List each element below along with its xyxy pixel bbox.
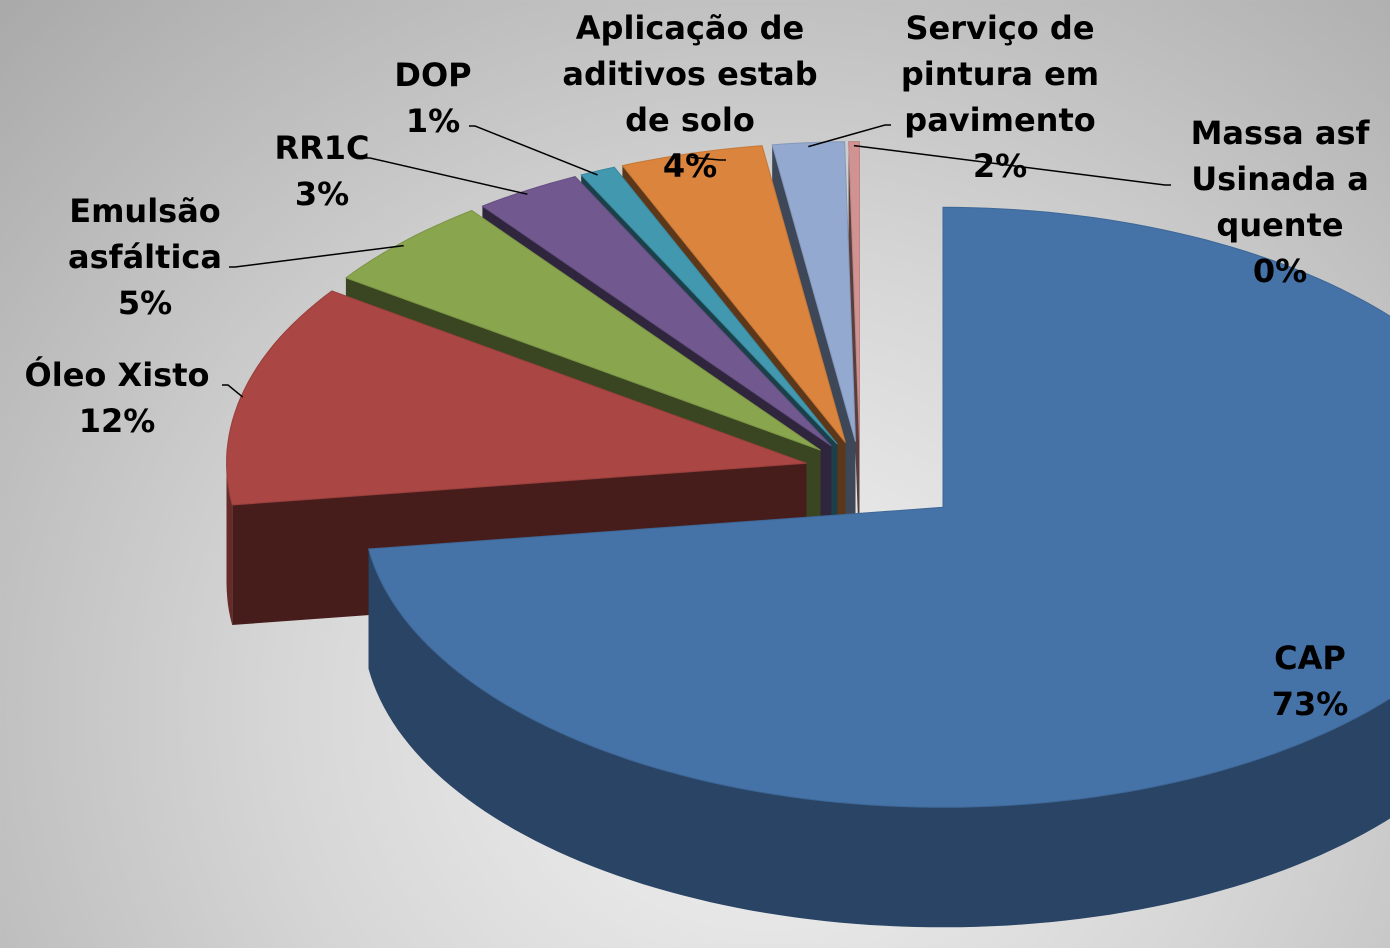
category-label: Massa asf Usinada a quente bbox=[1190, 114, 1370, 244]
category-label: DOP bbox=[394, 56, 472, 94]
leader-line bbox=[853, 144, 1171, 186]
percent-label: 3% bbox=[294, 175, 350, 213]
percent-label: 0% bbox=[1252, 252, 1308, 290]
category-label: Serviço de pintura em pavimento bbox=[900, 9, 1100, 139]
data-label: RR1C 3% bbox=[262, 125, 382, 217]
slice bbox=[344, 209, 821, 451]
slice bbox=[226, 290, 807, 506]
category-label: Aplicação de aditivos estab de solo bbox=[562, 9, 818, 139]
data-label: DOP 1% bbox=[383, 52, 483, 144]
percent-label: 12% bbox=[78, 402, 156, 440]
slice bbox=[848, 141, 860, 442]
slice-wall bbox=[368, 549, 1390, 928]
slice bbox=[367, 206, 1390, 808]
percent-label: 4% bbox=[662, 147, 718, 185]
leader-line bbox=[690, 156, 726, 161]
slice bbox=[848, 141, 860, 562]
leader-line bbox=[229, 244, 404, 268]
category-label: CAP bbox=[1274, 639, 1346, 677]
data-label: Serviço de pintura em pavimento 2% bbox=[875, 5, 1125, 189]
slice bbox=[580, 166, 838, 445]
slice bbox=[771, 141, 856, 442]
slice-side bbox=[848, 141, 860, 562]
data-label: Emulsão asfáltica 5% bbox=[40, 188, 250, 326]
category-label: RR1C bbox=[274, 129, 370, 167]
percent-label: 1% bbox=[405, 102, 461, 140]
percent-label: 73% bbox=[1271, 685, 1349, 723]
percent-label: 5% bbox=[117, 284, 173, 322]
percent-label: 2% bbox=[972, 147, 1028, 185]
data-label: Aplicação de aditivos estab de solo 4% bbox=[535, 5, 845, 189]
slice bbox=[481, 176, 832, 447]
data-label: CAP 73% bbox=[1210, 635, 1390, 727]
data-label: Óleo Xisto 12% bbox=[2, 352, 232, 444]
leader-line bbox=[469, 125, 598, 176]
slice bbox=[621, 145, 846, 443]
slice-wall bbox=[226, 463, 233, 625]
data-label: Massa asf Usinada a quente 0% bbox=[1165, 110, 1390, 294]
slice bbox=[367, 206, 1390, 928]
category-label: Óleo Xisto bbox=[24, 356, 210, 394]
leader-line bbox=[364, 157, 528, 195]
leader-line bbox=[222, 384, 244, 398]
category-label: Emulsão asfáltica bbox=[68, 192, 222, 276]
leader-line bbox=[808, 124, 891, 148]
